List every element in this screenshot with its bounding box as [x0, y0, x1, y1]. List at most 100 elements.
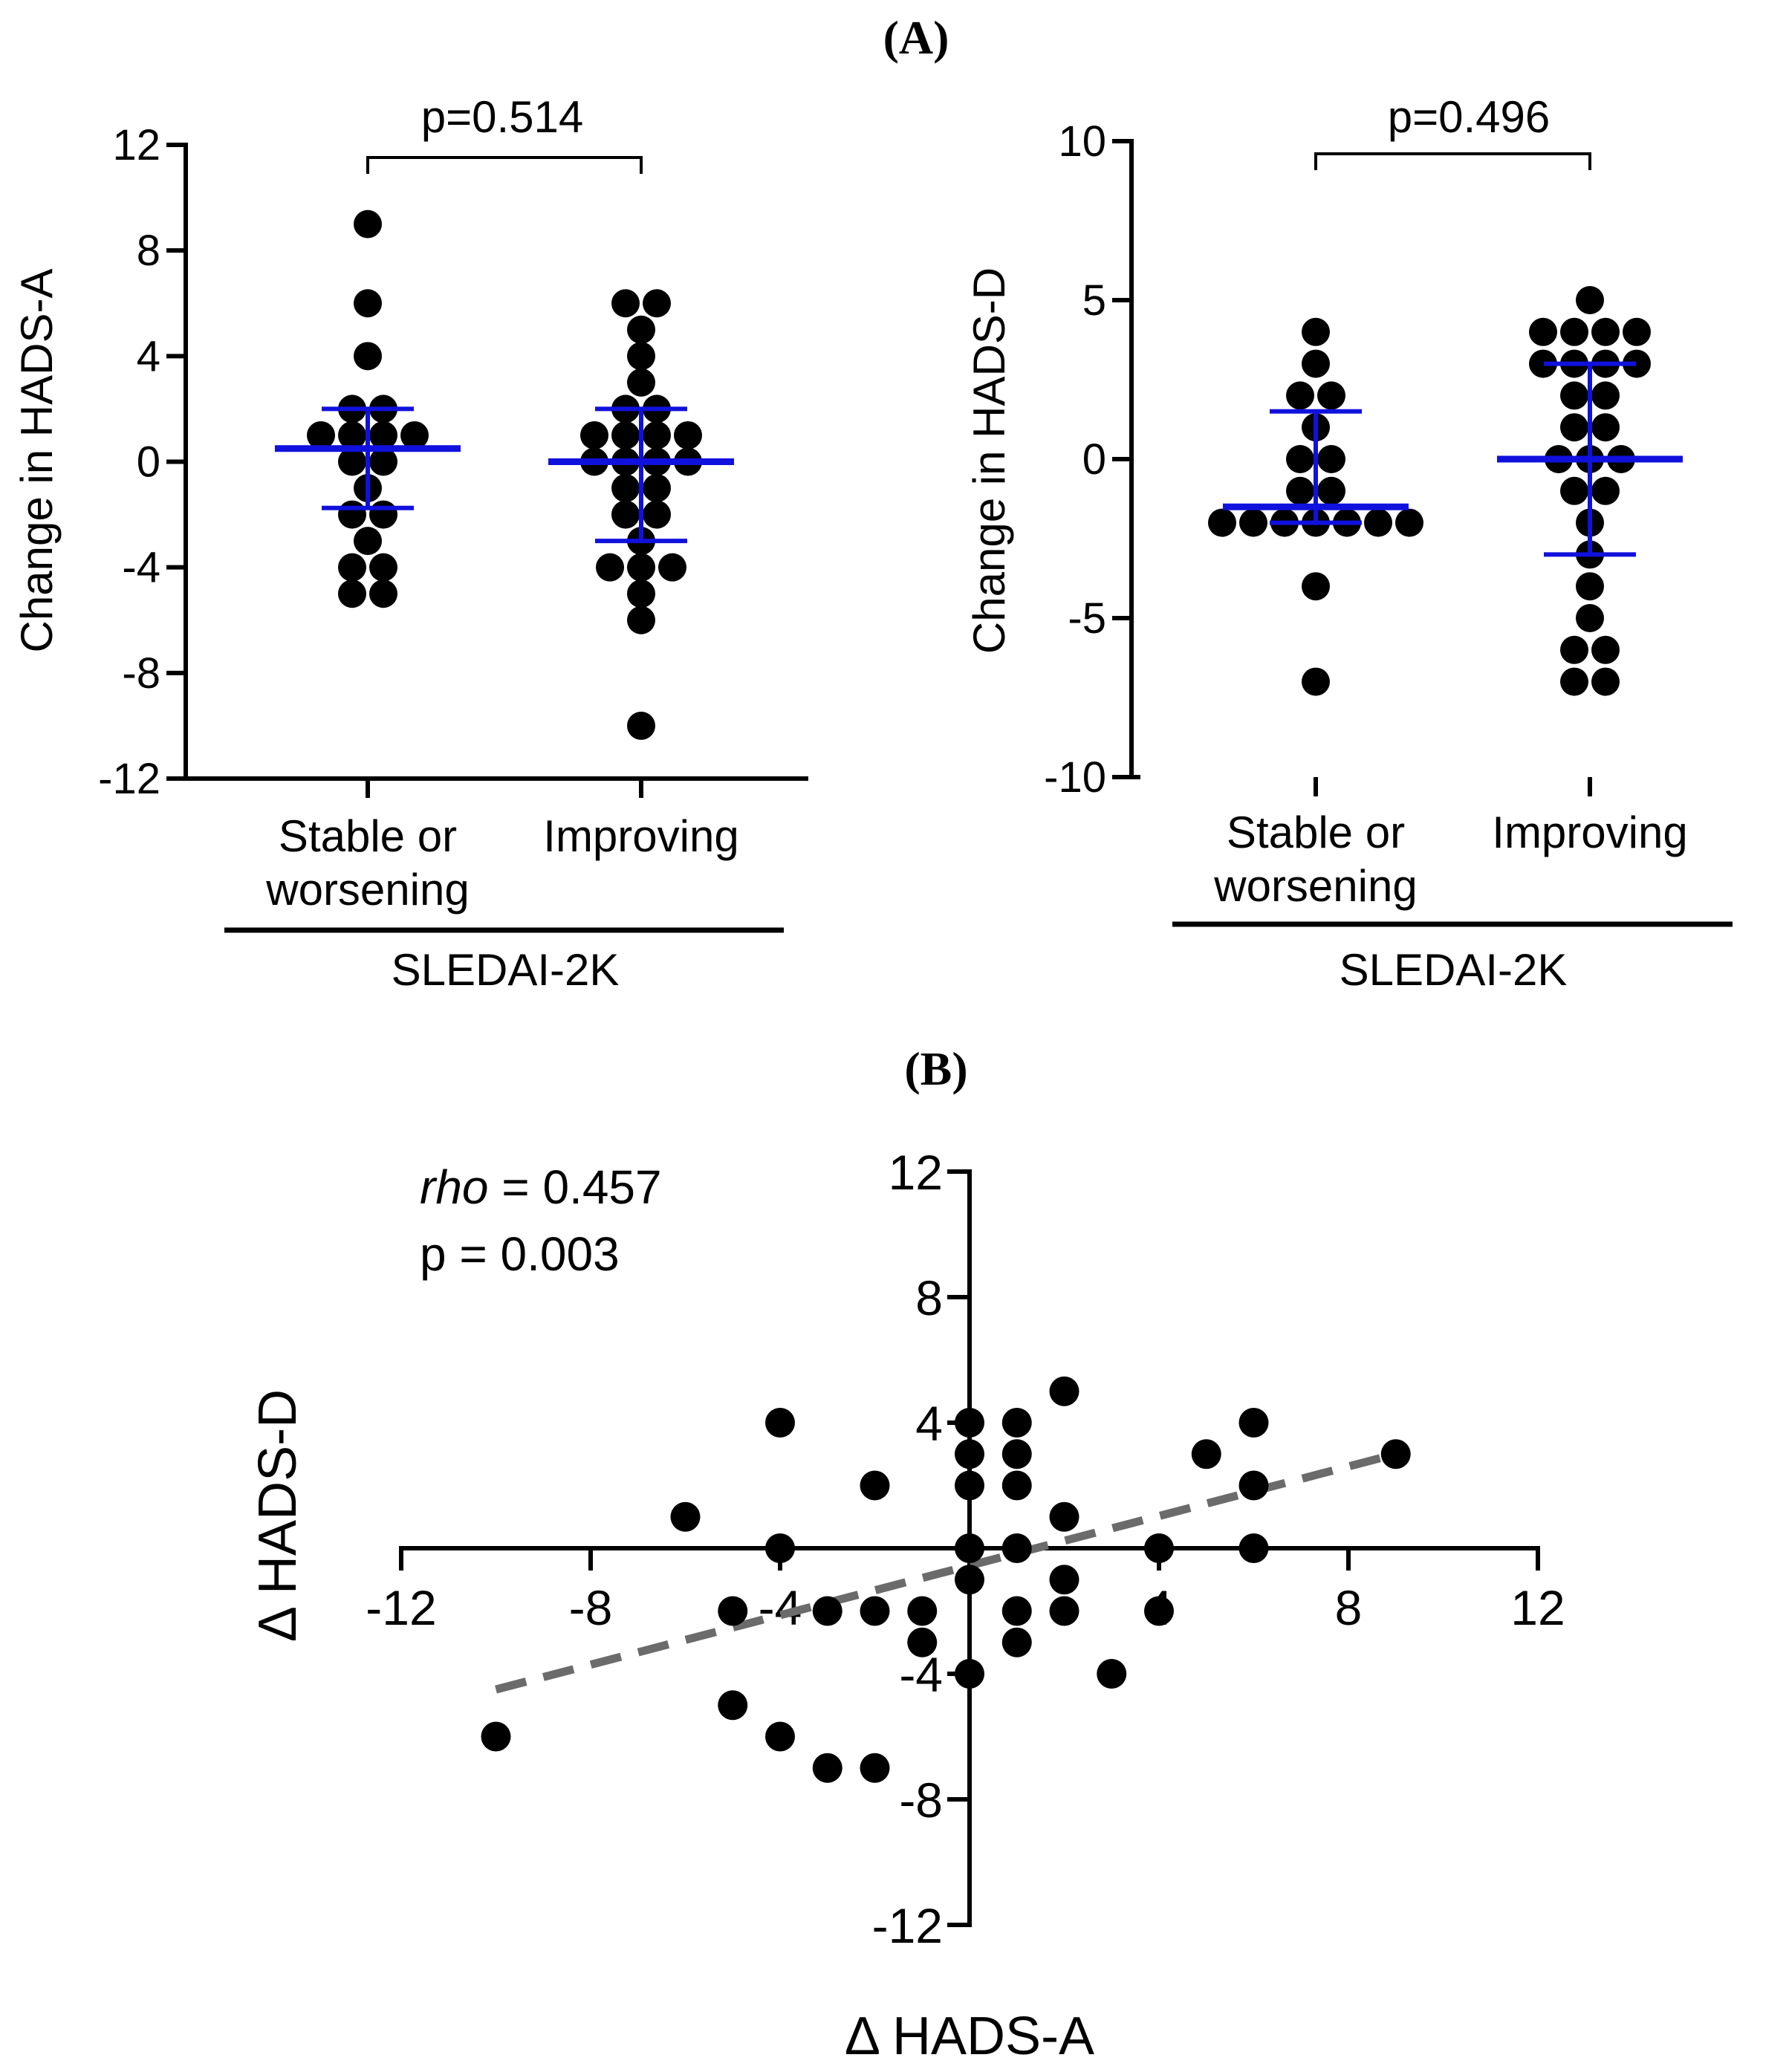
- data-point: [1591, 413, 1620, 442]
- data-point: [338, 447, 366, 476]
- y-tick-label: -8: [122, 649, 160, 698]
- data-point: [1144, 1596, 1174, 1626]
- data-point: [1576, 572, 1604, 601]
- data-point: [1286, 381, 1314, 410]
- data-point: [369, 447, 397, 476]
- data-point: [1302, 572, 1330, 601]
- data-point: [955, 1470, 984, 1501]
- y-tick-label: 10: [1058, 117, 1106, 166]
- comparison-p-value: p=0.496: [1388, 92, 1551, 142]
- comparison-p-value: p=0.514: [421, 92, 584, 142]
- data-point: [338, 420, 366, 449]
- data-point: [1591, 635, 1620, 664]
- y-tick-label: 4: [915, 1396, 943, 1451]
- data-point: [1380, 1439, 1411, 1469]
- data-point: [611, 500, 640, 529]
- y-tick-label: 0: [137, 438, 160, 487]
- data-point: [1302, 667, 1330, 696]
- data-point: [307, 420, 335, 449]
- data-point: [627, 711, 655, 740]
- data-point: [611, 474, 640, 503]
- data-point: [1623, 317, 1651, 346]
- data-point: [1238, 1533, 1269, 1563]
- data-point: [369, 500, 397, 529]
- hads-a-dot-plot: Change in HADS-A SLEDAI-2K p=0.514 12 8 4 0…: [12, 92, 808, 995]
- category-label: Stable or: [1227, 808, 1405, 857]
- data-point: [1144, 1533, 1174, 1563]
- trend-line: [495, 1449, 1397, 1694]
- category-label: Stable or: [279, 811, 457, 861]
- data-point: [1001, 1408, 1032, 1438]
- y-tick-label: 12: [889, 1145, 943, 1200]
- data-point: [1001, 1627, 1032, 1657]
- data-point: [1529, 317, 1557, 346]
- comparison-bracket: [1314, 152, 1591, 170]
- category-label: worsening: [265, 865, 470, 915]
- data-point: [627, 342, 655, 371]
- y-tick-label: -8: [899, 1773, 943, 1828]
- data-point: [354, 527, 382, 556]
- y-axis-label: Change in HADS-D: [964, 267, 1014, 654]
- data-point: [1208, 508, 1236, 537]
- data-point: [1049, 1565, 1079, 1595]
- data-point: [338, 500, 366, 529]
- data-point: [955, 1408, 984, 1438]
- data-point: [1591, 476, 1620, 505]
- group-label: SLEDAI-2K: [1340, 945, 1568, 995]
- data-point: [643, 420, 671, 449]
- data-point: [1560, 667, 1588, 696]
- panel-label-b: (B): [904, 1042, 967, 1095]
- data-point: [765, 1533, 795, 1563]
- rho-symbol: rho: [420, 1160, 489, 1214]
- data-point: [369, 420, 397, 449]
- y-tick-label: -5: [1068, 594, 1106, 643]
- data-point: [1591, 381, 1620, 410]
- data-point: [1286, 476, 1314, 505]
- data-point: [1560, 476, 1588, 505]
- y-tick-label: 12: [112, 121, 160, 169]
- p-value-annotation: p = 0.003: [420, 1227, 620, 1281]
- y-tick-label: 4: [137, 332, 160, 380]
- data-point: [1364, 508, 1392, 537]
- data-point: [955, 1533, 984, 1563]
- data-point: [627, 605, 655, 634]
- panel-label-a: (A): [883, 11, 949, 64]
- data-point: [1001, 1533, 1032, 1563]
- data-point: [1576, 286, 1604, 314]
- data-point: [643, 500, 671, 529]
- data-point: [718, 1690, 748, 1721]
- data-point: [1191, 1439, 1221, 1469]
- x-tick-label: -12: [366, 1580, 436, 1635]
- y-tick-label: 8: [137, 227, 160, 275]
- data-point: [1560, 635, 1588, 664]
- data-point: [955, 1439, 984, 1469]
- hads-d-dot-plot: Change in HADS-D SLEDAI-2K p=0.496 10 5 0 -…: [964, 92, 1733, 995]
- data-point: [1560, 381, 1588, 410]
- data-point: [907, 1627, 938, 1657]
- data-point: [354, 289, 382, 318]
- data-point: [1239, 508, 1267, 537]
- data-point: [369, 553, 397, 582]
- category-label: Improving: [1492, 808, 1687, 857]
- comparison-bracket: [366, 156, 643, 174]
- data-point: [1286, 445, 1314, 473]
- data-point: [812, 1596, 842, 1626]
- data-point: [1317, 445, 1345, 473]
- data-point: [1001, 1596, 1032, 1626]
- data-point: [627, 579, 655, 608]
- data-point: [338, 579, 366, 608]
- data-point: [627, 368, 655, 397]
- data-point: [1001, 1470, 1032, 1501]
- y-tick-label: -12: [98, 755, 160, 803]
- data-point: [1560, 317, 1588, 346]
- data-point: [1302, 349, 1330, 378]
- y-tick-label: 0: [1082, 435, 1106, 484]
- y-tick-label: 5: [1082, 276, 1106, 325]
- correlation-scatter-plot: Δ HADS-A Δ HADS-D rho = 0.457 p = 0.003 …: [248, 1145, 1565, 2066]
- data-point: [1238, 1470, 1269, 1501]
- y-axis-label: Δ HADS-D: [248, 1389, 308, 1642]
- data-point: [354, 210, 382, 238]
- data-point: [1238, 1408, 1269, 1438]
- data-point: [369, 579, 397, 608]
